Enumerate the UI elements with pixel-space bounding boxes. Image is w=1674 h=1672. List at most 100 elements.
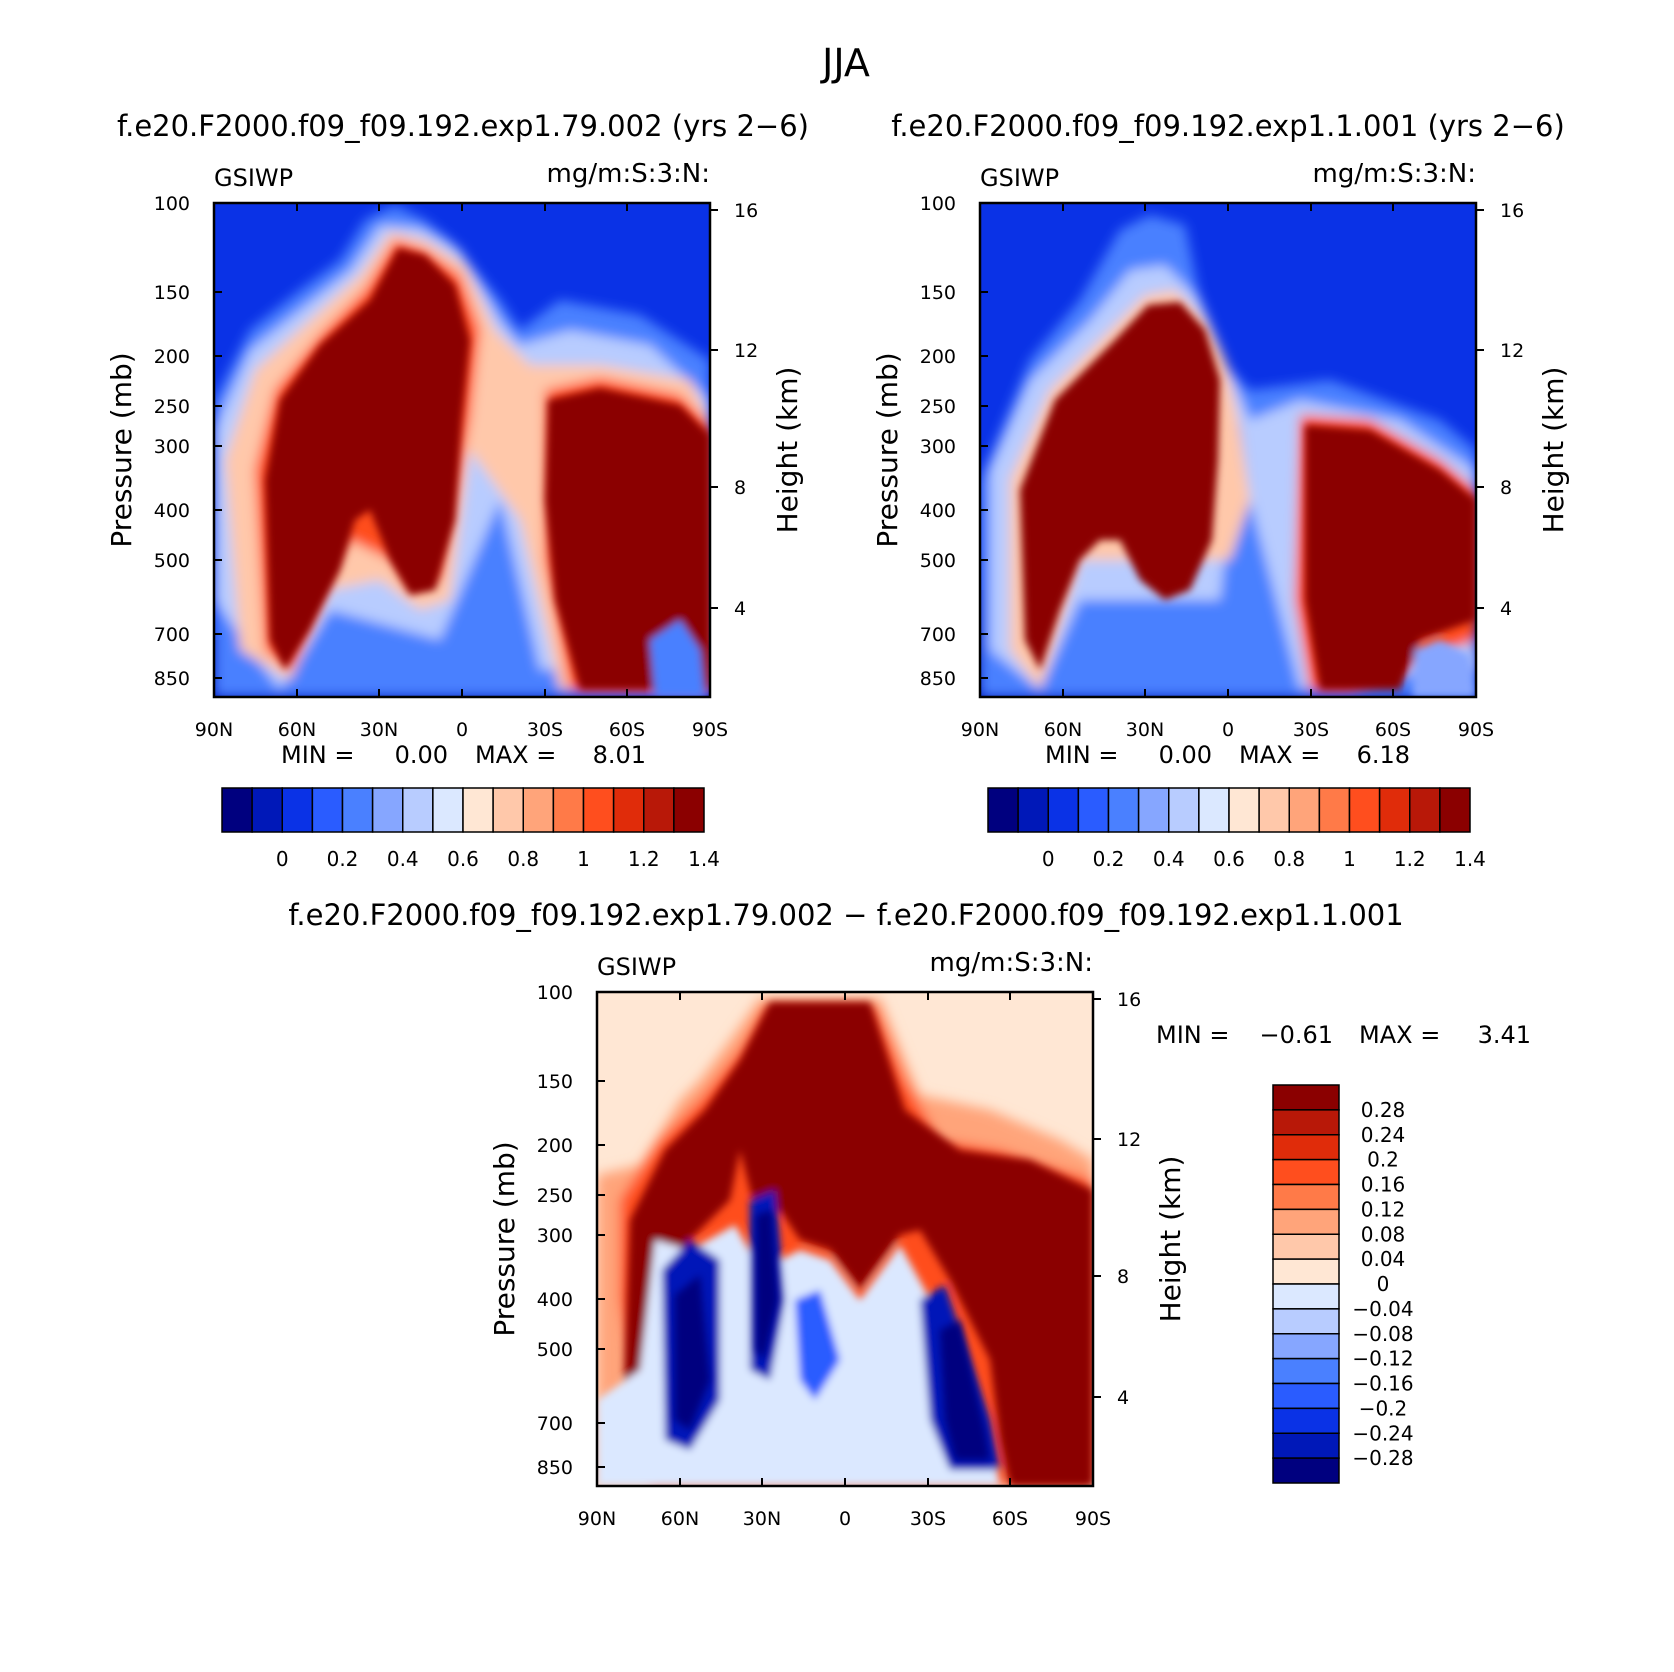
min-label: MIN =: [1045, 741, 1118, 769]
max-label: MAX =: [1359, 1021, 1440, 1049]
colorbar-box: [522, 787, 555, 833]
x-tick-label: 60N: [661, 1508, 699, 1530]
panel-difference: f.e20.F2000.f09_f09.192.exp1.79.002 − f.…: [288, 898, 1531, 1530]
max-label: MAX =: [1239, 741, 1320, 769]
y2-tick-label: 16: [734, 200, 758, 222]
colorbar-label: 0.4: [387, 847, 419, 871]
y2-axis: 16 12 8 4: [1093, 989, 1141, 1409]
units-label: mg/m:S:3:N:: [547, 159, 710, 189]
colorbar-box: [582, 787, 615, 833]
x-axis: 90N 60N 30N 0 30S 60S 90S: [961, 203, 1494, 741]
min-label: MIN =: [1156, 1021, 1229, 1049]
colorbar-label: 0: [276, 847, 289, 871]
y-axis-label: Pressure (mb): [488, 1141, 521, 1336]
x-tick-label: 30S: [1293, 719, 1329, 741]
colorbar-box: [371, 787, 404, 833]
x-tick-label: 30S: [910, 1508, 946, 1530]
x-tick-label: 60S: [609, 719, 645, 741]
variable-label: GSIWP: [980, 164, 1059, 192]
colorbar-label: 0: [1042, 847, 1055, 871]
colorbar-label: 0.16: [1361, 1173, 1406, 1197]
panel-exp1-1: f.e20.F2000.f09_f09.192.exp1.1.001 (yrs …: [871, 109, 1570, 871]
y-tick-label: 400: [537, 1289, 573, 1311]
y-tick-label: 200: [154, 346, 190, 368]
x-tick-label: 60S: [1375, 719, 1411, 741]
colorbar-box: [1272, 1183, 1340, 1211]
x-tick-label: 90S: [692, 719, 728, 741]
colorbar-label: 0.8: [1273, 847, 1305, 871]
colorbar-label: −0.16: [1352, 1372, 1413, 1396]
colorbar-box: [1272, 1407, 1340, 1434]
contour-field: [597, 992, 1093, 1486]
x-tick-label: 0: [839, 1508, 851, 1530]
colorbar-label: −0.24: [1352, 1421, 1413, 1445]
colorbar-box: [1439, 787, 1471, 833]
y-tick-label: 500: [154, 550, 190, 572]
panel-title: f.e20.F2000.f09_f09.192.exp1.79.002 (yrs…: [117, 109, 809, 143]
x-axis: 90N 60N 30N 0 30S 60S 90S: [578, 992, 1111, 1530]
y2-tick-label: 12: [1500, 340, 1524, 362]
figure-title: JJA: [820, 41, 870, 85]
y-tick-label: 850: [537, 1457, 573, 1479]
colorbar-box: [1047, 787, 1080, 833]
y2-tick-label: 4: [734, 598, 746, 620]
colorbar-label: −0.08: [1352, 1322, 1413, 1346]
colorbar-box: [402, 787, 434, 833]
colorbar-label: 0.4: [1153, 847, 1185, 871]
colorbar-label: 0.8: [507, 847, 539, 871]
y-tick-label: 200: [537, 1135, 573, 1157]
x-tick-label: 90N: [195, 719, 233, 741]
colorbar-box: [1228, 787, 1260, 833]
colorbar-box: [1272, 1208, 1340, 1235]
y-axis-label: Pressure (mb): [871, 352, 904, 547]
y-tick-label: 250: [920, 396, 956, 418]
colorbar-label: 1: [577, 847, 590, 871]
colorbar-label: 0.04: [1361, 1247, 1406, 1271]
x-tick-label: 90S: [1458, 719, 1494, 741]
colorbar-box: [1288, 787, 1321, 833]
y2-axis: 16 12 8 4: [1476, 200, 1524, 620]
colorbar-label: 1.4: [688, 847, 720, 871]
colorbar-label: −0.04: [1352, 1297, 1413, 1321]
colorbar-box: [1272, 1432, 1340, 1459]
y-axis-label: Pressure (mb): [105, 352, 138, 547]
stats: MIN = 0.00 MAX = 6.18: [1045, 741, 1410, 769]
y2-tick-label: 8: [1117, 1266, 1129, 1288]
colorbar: 0 0.2 0.4 0.6 0.8 1 1.2 1.4: [221, 787, 720, 871]
colorbar-label: −0.28: [1352, 1446, 1413, 1470]
colorbar-label: 1: [1343, 847, 1356, 871]
y2-tick-label: 8: [734, 477, 746, 499]
colorbar-box: [1272, 1382, 1340, 1410]
colorbar: 0 0.2 0.4 0.6 0.8 1 1.2 1.4: [987, 787, 1486, 871]
x-tick-label: 60N: [278, 719, 316, 741]
y-tick-label: 400: [154, 500, 190, 522]
min-label: MIN =: [281, 741, 354, 769]
colorbar-box: [1272, 1258, 1340, 1285]
y2-tick-label: 4: [1117, 1387, 1129, 1409]
panel-title: f.e20.F2000.f09_f09.192.exp1.1.001 (yrs …: [891, 109, 1565, 143]
y-tick-label: 100: [537, 982, 573, 1004]
x-tick-label: 30N: [743, 1508, 781, 1530]
x-tick-label: 60S: [992, 1508, 1028, 1530]
colorbar-box: [1272, 1233, 1340, 1260]
colorbar-box: [1272, 1357, 1340, 1385]
max-label: MAX =: [475, 741, 556, 769]
variable-label: GSIWP: [597, 953, 676, 981]
x-tick-label: 90S: [1075, 1508, 1111, 1530]
colorbar-label: 0.12: [1361, 1197, 1406, 1221]
y-tick-label: 200: [920, 346, 956, 368]
y-axis: 100 150 200 250 300 400 500 700 850: [154, 193, 222, 690]
colorbar-box: [1272, 1109, 1340, 1136]
colorbar-box: [1318, 787, 1351, 833]
colorbar-label: 0.08: [1361, 1222, 1406, 1246]
colorbar-box: [673, 787, 705, 833]
variable-label: GSIWP: [214, 164, 293, 192]
y-tick-label: 700: [154, 624, 190, 646]
x-tick-label: 60N: [1044, 719, 1082, 741]
panel-exp1-79: f.e20.F2000.f09_f09.192.exp1.79.002 (yrs…: [105, 109, 809, 871]
y-tick-label: 150: [537, 1071, 573, 1093]
y2-tick-label: 4: [1500, 598, 1512, 620]
colorbar-box: [251, 787, 283, 833]
y-tick-label: 300: [154, 436, 190, 458]
